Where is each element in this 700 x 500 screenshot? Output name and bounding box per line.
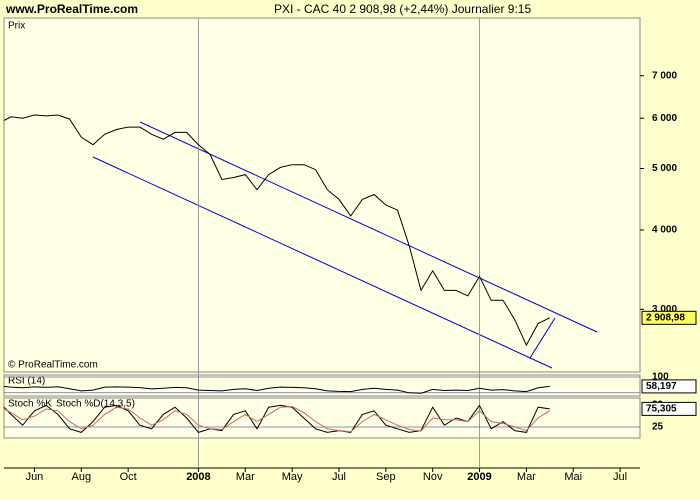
x-tick-label: 2009 bbox=[467, 471, 491, 483]
x-tick-label: May bbox=[282, 471, 303, 483]
x-tick-label: Jun bbox=[26, 471, 44, 483]
y-tick-label: 7 000 bbox=[652, 70, 677, 81]
y-tick-label: 5 000 bbox=[652, 163, 677, 174]
current-value: 2 908,98 bbox=[646, 312, 685, 323]
channel-lower bbox=[92, 156, 553, 369]
series-line bbox=[3, 385, 550, 394]
current-value-box bbox=[641, 310, 697, 325]
panel-label: Prix bbox=[8, 21, 25, 32]
x-tick-label: Sep bbox=[376, 471, 396, 483]
rsi-title: RSI (14) bbox=[8, 376, 45, 387]
current-value-box bbox=[641, 379, 697, 394]
price-panel bbox=[3, 17, 641, 373]
x-tick-label: Mar bbox=[517, 471, 536, 483]
series-line bbox=[3, 405, 551, 433]
current-value: 58,197 bbox=[646, 381, 677, 392]
stoch-panel bbox=[3, 397, 641, 439]
current-value-box bbox=[641, 401, 697, 416]
y-tick-label: 3 000 bbox=[652, 304, 677, 315]
y-tick-label: 25 bbox=[652, 422, 664, 433]
x-tick-label: Jul bbox=[332, 471, 346, 483]
copyright: © ProRealTime.com bbox=[8, 360, 98, 371]
site: www.ProRealTime.com bbox=[5, 2, 138, 16]
y-tick-label: 100 bbox=[652, 372, 669, 383]
series-line bbox=[3, 404, 550, 433]
y-tick-label: 6 000 bbox=[652, 113, 677, 124]
trend-line bbox=[529, 317, 556, 359]
legend-entry: Stoch %K bbox=[8, 399, 52, 410]
chart-title: PXI - CAC 40 2 908,98 (+2,44%) Journalie… bbox=[274, 2, 531, 16]
current-value: 75,305 bbox=[646, 404, 677, 415]
x-tick-label: Aug bbox=[72, 471, 92, 483]
x-tick-label: Jul bbox=[613, 471, 627, 483]
x-tick-label: Oct bbox=[120, 471, 137, 483]
series-line bbox=[3, 114, 551, 347]
x-tick-label: Mar bbox=[236, 471, 255, 483]
x-tick-label: Mai bbox=[564, 471, 582, 483]
y-tick-label: 4 000 bbox=[652, 225, 677, 236]
legend-entry: Stoch %D(14,3,5) bbox=[56, 399, 135, 410]
x-tick-label: Nov bbox=[423, 471, 443, 483]
channel-upper bbox=[139, 121, 598, 333]
rsi-panel bbox=[3, 374, 641, 397]
x-tick-label: 2008 bbox=[186, 471, 210, 483]
